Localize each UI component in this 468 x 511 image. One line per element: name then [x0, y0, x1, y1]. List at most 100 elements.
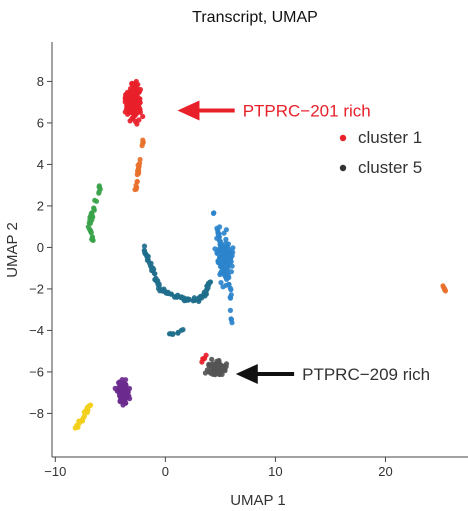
data-point — [145, 254, 151, 260]
data-point — [215, 227, 221, 233]
data-point — [89, 234, 95, 240]
data-point — [96, 189, 102, 195]
cluster-teal-points — [166, 327, 186, 337]
legend-label: cluster 5 — [358, 158, 422, 177]
data-point — [229, 263, 235, 269]
data-point — [207, 279, 214, 285]
x-axis-title: UMAP 1 — [230, 492, 286, 509]
data-point — [223, 236, 229, 242]
data-point — [226, 255, 232, 261]
data-point — [228, 292, 234, 298]
y-tick-label: −8 — [29, 406, 44, 421]
data-point — [185, 297, 191, 303]
data-point — [202, 355, 208, 361]
data-point — [212, 246, 218, 252]
data-point — [123, 377, 129, 383]
y-tick-label: 8 — [37, 74, 44, 89]
data-point — [132, 118, 138, 124]
data-point — [79, 418, 86, 424]
data-point — [202, 370, 208, 376]
data-point — [228, 287, 234, 293]
annotations-layer: PTPRC−201 rich PTPRC−209 rich — [177, 100, 430, 384]
data-point — [178, 294, 185, 300]
data-point — [228, 317, 234, 323]
data-point — [123, 400, 129, 406]
data-point — [121, 383, 127, 389]
data-point — [88, 211, 94, 217]
data-point — [133, 82, 139, 88]
chart-title: Transcript, UMAP — [192, 9, 318, 26]
data-point — [222, 368, 228, 374]
data-point — [141, 247, 147, 253]
data-point — [85, 404, 91, 410]
data-point — [217, 363, 223, 369]
data-point — [230, 245, 236, 251]
data-point — [148, 260, 154, 266]
data-point — [141, 243, 148, 249]
legend-item: cluster 1 — [339, 128, 422, 147]
points-layer — [72, 78, 449, 431]
data-point — [223, 227, 229, 233]
annotation-arrow-head — [177, 100, 200, 121]
data-point — [202, 291, 209, 297]
legend: cluster 1 cluster 5 — [339, 128, 422, 177]
data-point — [76, 418, 82, 424]
data-point — [136, 170, 142, 176]
data-point — [440, 283, 446, 289]
cluster-blue-points — [210, 210, 235, 326]
annotation-2: PTPRC−209 rich — [235, 364, 430, 384]
data-point — [223, 268, 229, 274]
data-point — [219, 264, 225, 270]
data-point — [150, 268, 156, 274]
data-point — [86, 220, 92, 226]
data-point — [135, 101, 141, 107]
data-point — [215, 371, 221, 377]
data-point — [222, 258, 228, 264]
data-point — [127, 118, 133, 124]
data-point — [116, 379, 123, 385]
data-point — [126, 110, 132, 116]
data-point — [227, 307, 233, 313]
legend-item: cluster 5 — [339, 158, 422, 177]
data-point — [216, 238, 222, 244]
axes-layer: −10 0 10 20 −8 −6 −4 −2 0 2 4 6 8 — [29, 42, 468, 479]
y-tick-label: 0 — [37, 240, 44, 255]
data-point — [220, 284, 226, 290]
data-point — [96, 183, 102, 189]
annotation-1: PTPRC−201 rich — [177, 100, 371, 121]
data-point — [218, 242, 224, 248]
data-point — [130, 99, 136, 105]
cluster-purple-points — [112, 377, 133, 408]
y-tick-label: 2 — [37, 198, 44, 213]
data-point — [205, 285, 211, 291]
y-tick-label: 6 — [37, 115, 44, 130]
x-tick-label: −10 — [44, 464, 66, 479]
data-point — [442, 288, 449, 294]
data-point — [87, 228, 94, 234]
data-point — [225, 245, 231, 251]
y-tick-label: −4 — [29, 323, 44, 338]
data-point — [133, 108, 139, 114]
data-point — [137, 106, 143, 112]
data-point — [196, 295, 202, 301]
data-point — [117, 390, 123, 396]
data-point — [74, 422, 80, 428]
data-point — [134, 184, 140, 190]
data-point — [215, 259, 221, 265]
data-point — [215, 231, 221, 238]
data-point — [168, 291, 174, 297]
data-point — [209, 362, 215, 368]
cluster-teal-points — [141, 243, 214, 304]
data-point — [180, 327, 186, 333]
cluster-orange-points — [132, 137, 146, 193]
data-point — [170, 331, 176, 337]
data-point — [209, 356, 215, 362]
data-point — [124, 390, 130, 396]
y-tick-label: −2 — [29, 281, 44, 296]
data-point — [152, 277, 158, 283]
legend-marker — [339, 134, 347, 142]
data-point — [140, 113, 146, 120]
data-point — [126, 385, 133, 392]
y-axis-title: UMAP 2 — [4, 222, 21, 278]
